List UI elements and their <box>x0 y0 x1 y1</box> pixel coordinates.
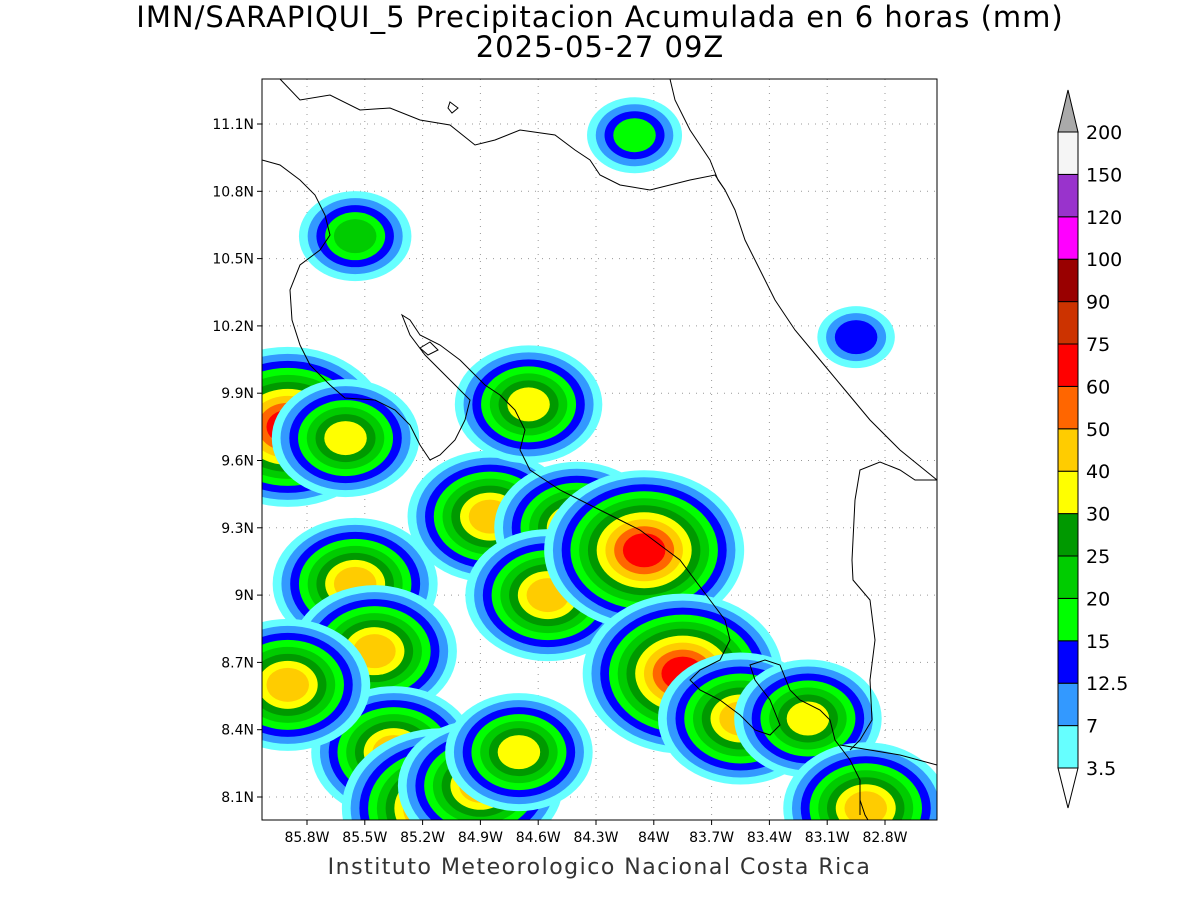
precip-contour <box>333 219 377 254</box>
precip-cell <box>817 306 895 369</box>
panama-border <box>854 461 937 501</box>
precip-contour <box>324 421 367 456</box>
title-line-1: IMN/SARAPIQUI_5 Precipitacion Acumulada … <box>136 0 1064 34</box>
colorbar-label: 25 <box>1086 546 1110 568</box>
colorbar-swatch <box>1057 597 1079 642</box>
lat-tick-label: 8.1N <box>221 790 254 806</box>
lon-tick-label: 85.2W <box>400 830 445 846</box>
colorbar-label: 60 <box>1086 376 1110 398</box>
lon-tick-label: 85.5W <box>342 830 387 846</box>
lon-tick-label: 83.7W <box>689 830 734 846</box>
panama-border-south <box>849 499 876 751</box>
lon-tick-label: 84.6W <box>516 830 561 846</box>
colorbar-swatch <box>1057 173 1079 218</box>
lake-outline <box>447 101 459 114</box>
colorbar-label: 40 <box>1086 461 1110 483</box>
colorbar-swatch <box>1057 513 1079 557</box>
colorbar-label: 50 <box>1086 419 1110 441</box>
precip-cell <box>271 379 420 498</box>
colorbar-swatch <box>1057 258 1079 303</box>
lon-tick-label: 84.3W <box>573 830 618 846</box>
lon-tick-label: 85.8W <box>284 830 329 846</box>
precip-cell <box>783 742 937 820</box>
colorbar-label: 200 <box>1086 122 1122 144</box>
colorbar-label: 100 <box>1086 249 1122 271</box>
colorbar-swatch <box>1057 385 1079 430</box>
latitude-ticks: 11.1N 10.8N 10.5N 10.2N 9.9N 9.6N 9.3N 9N 8.7N 8.… <box>212 117 262 806</box>
colorbar-label: 90 <box>1086 292 1110 314</box>
northern-border <box>669 79 726 191</box>
lat-tick-label: 9.9N <box>221 386 254 402</box>
colorbar-min-arrow <box>1057 767 1079 809</box>
coastline-borders <box>262 79 937 820</box>
precip-contour <box>844 791 887 820</box>
precip-contour <box>834 320 878 355</box>
lat-tick-label: 9N <box>235 588 254 604</box>
colorbar-swatch <box>1057 725 1079 769</box>
colorbar-label: 20 <box>1086 588 1110 610</box>
map-title: IMN/SARAPIQUI_5 Precipitacion Acumulada … <box>0 2 1200 62</box>
precip-contour <box>507 387 550 422</box>
precipitation-field <box>262 97 937 820</box>
precip-cell <box>587 97 683 174</box>
lat-tick-label: 10.8N <box>212 184 254 200</box>
colorbar-swatch <box>1057 301 1079 345</box>
colorbar-swatch <box>1057 640 1079 684</box>
colorbar-label: 75 <box>1086 334 1110 356</box>
panama-coast <box>839 744 937 766</box>
lon-tick-label: 84W <box>638 830 670 846</box>
colorbar-swatch <box>1057 216 1079 260</box>
precip-contour <box>613 118 656 153</box>
map-frame <box>261 78 938 821</box>
colorbar: 3.5 7 12.5 15 20 25 30 40 50 60 75 90 100 120 150 200 <box>1057 89 1128 809</box>
precip-contour <box>497 735 541 770</box>
lat-tick-label: 10.2N <box>212 319 254 335</box>
lat-tick-label: 11.1N <box>212 117 254 133</box>
precip-cell <box>262 618 371 751</box>
precip-cell <box>298 191 412 282</box>
colorbar-label: 3.5 <box>1086 758 1116 780</box>
longitude-ticks: 85.8W 85.5W 85.2W 84.9W 84.6W 84.3W 84W 83.7W 83… <box>284 820 908 846</box>
lat-tick-label: 9.6N <box>221 454 254 470</box>
lat-tick-label: 9.3N <box>221 521 254 537</box>
precip-contour <box>622 533 666 568</box>
lat-tick-label: 8.4N <box>221 723 254 739</box>
lon-tick-label: 82.8W <box>862 830 907 846</box>
burica-coast <box>859 799 869 820</box>
colorbar-label: 12.5 <box>1086 673 1128 695</box>
colorbar-label: 7 <box>1086 716 1098 738</box>
precip-cell <box>454 345 603 464</box>
title-line-2: 2025-05-27 09Z <box>475 30 725 64</box>
colorbar-swatch <box>1057 682 1079 727</box>
colorbar-swatch <box>1057 343 1079 387</box>
lat-tick-label: 10.5N <box>212 252 254 268</box>
precip-cell <box>445 693 593 812</box>
precip-contour <box>266 667 309 702</box>
colorbar-label: 150 <box>1086 164 1122 186</box>
colorbar-label: 15 <box>1086 631 1110 653</box>
colorbar-swatch <box>1057 428 1079 472</box>
colorbar-swatch <box>1057 470 1079 515</box>
colorbar-label: 120 <box>1086 207 1122 229</box>
caribbean-coastline <box>279 79 937 481</box>
island-outline <box>419 341 439 356</box>
precip-contour <box>786 701 830 736</box>
pacific-coastline <box>262 159 861 815</box>
colorbar-max-arrow <box>1057 89 1079 133</box>
lon-tick-label: 83.4W <box>747 830 792 846</box>
lon-tick-label: 83.1W <box>805 830 850 846</box>
precip-cell <box>544 470 745 631</box>
lon-tick-label: 84.9W <box>458 830 503 846</box>
colorbar-label: 30 <box>1086 504 1110 526</box>
colorbar-swatch <box>1057 131 1079 175</box>
credit-text: Instituto Meteorologico Nacional Costa R… <box>327 855 872 880</box>
colorbar-swatch <box>1057 555 1079 599</box>
lat-tick-label: 8.7N <box>221 655 254 671</box>
